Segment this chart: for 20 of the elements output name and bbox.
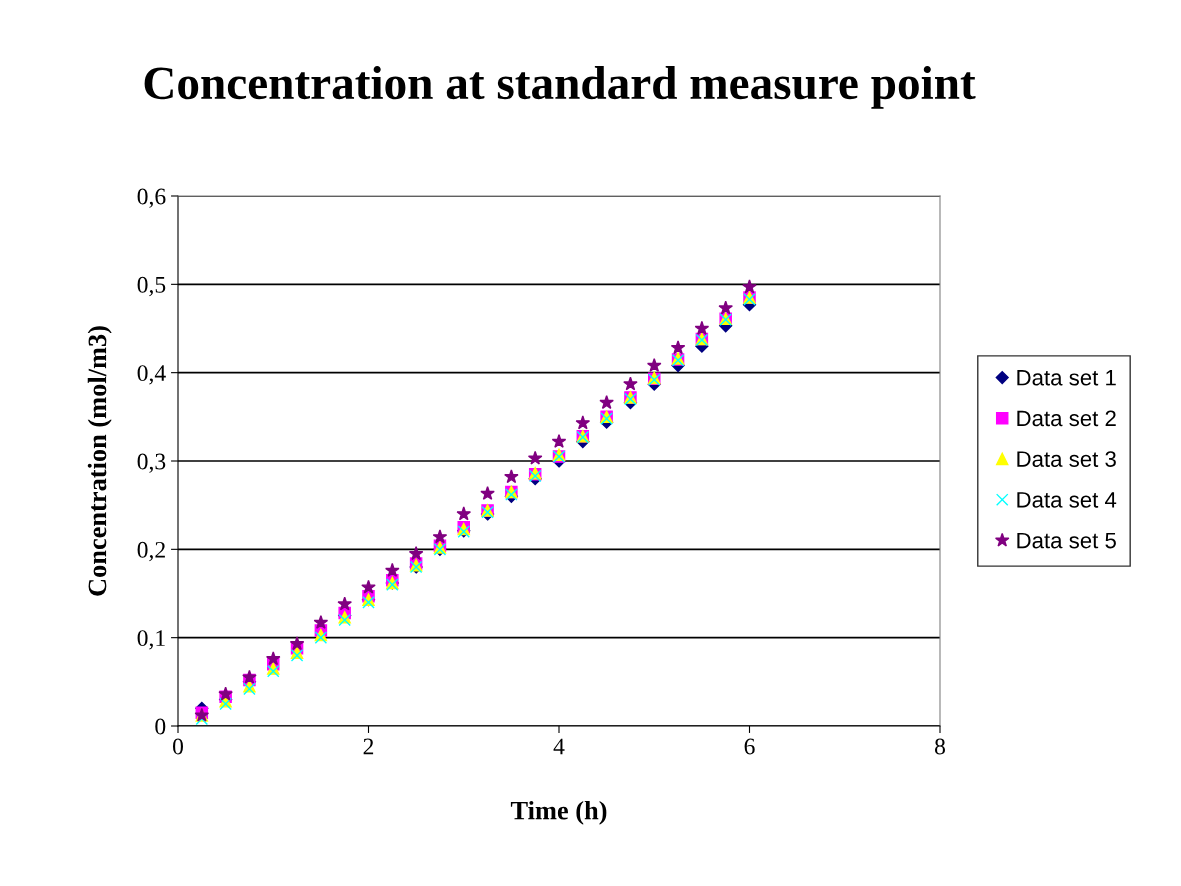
x-tick-label: 8 <box>935 738 945 755</box>
y-tick-label: 0,2 <box>137 541 165 562</box>
legend-label: Data set 1 <box>1017 370 1116 386</box>
chart-title: Concentration at standard measure point <box>144 66 976 109</box>
x-tick-label: 0 <box>173 738 183 755</box>
x-tick-label: 4 <box>553 738 565 755</box>
legend-label: Data set 4 <box>1017 492 1117 508</box>
legend-label: Data set 5 <box>1017 532 1116 549</box>
y-tick-label: 0,3 <box>137 453 166 473</box>
y-tick-label: 0,5 <box>137 276 166 297</box>
y-tick-label: 0,6 <box>137 188 166 208</box>
legend-label: Data set 3 <box>1017 451 1116 467</box>
y-tick-label: 0,1 <box>137 630 165 650</box>
y-tick-label: 0 <box>155 718 166 735</box>
x-axis-title: Time (h) <box>510 800 607 825</box>
legend-label: Data set 2 <box>1017 410 1116 427</box>
y-tick-label: 0,4 <box>137 365 166 385</box>
x-tick-label: 2 <box>363 738 374 755</box>
x-tick-label: 6 <box>744 738 755 755</box>
y-axis-title: Concentration (mol/m3) <box>87 326 112 596</box>
